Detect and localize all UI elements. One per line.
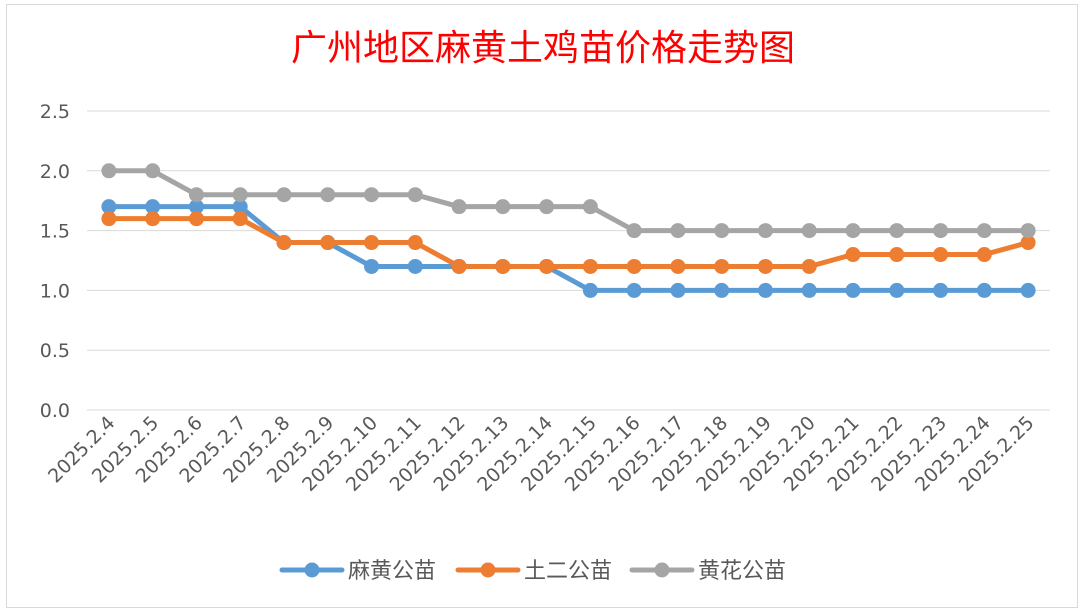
y-tick-label: 2.0 — [40, 161, 70, 183]
data-point — [539, 199, 555, 215]
data-point — [451, 199, 467, 215]
data-point — [188, 187, 204, 203]
data-point — [976, 247, 992, 263]
data-point — [889, 282, 905, 298]
data-point — [320, 187, 336, 203]
y-tick-label: 1.0 — [40, 280, 70, 302]
data-point — [101, 199, 117, 215]
data-point — [495, 199, 511, 215]
data-point — [364, 235, 380, 251]
legend-swatch-marker — [304, 562, 320, 578]
data-point — [232, 187, 248, 203]
data-point — [845, 223, 861, 239]
data-point — [582, 258, 598, 274]
legend-swatch-marker — [654, 562, 670, 578]
data-point — [757, 223, 773, 239]
data-point — [933, 247, 949, 263]
series-line — [106, 216, 1031, 269]
series-3 — [101, 163, 1036, 239]
data-point — [539, 258, 555, 274]
chart-frame — [6, 4, 1078, 608]
data-point — [757, 258, 773, 274]
series-line — [106, 168, 1031, 234]
data-point — [101, 163, 117, 179]
legend-label: 土二公苗 — [524, 559, 612, 584]
data-point — [845, 247, 861, 263]
data-point — [933, 223, 949, 239]
data-point — [145, 211, 161, 227]
legend-label: 黄花公苗 — [698, 559, 786, 584]
series-line — [106, 204, 1031, 293]
grid-lines — [87, 110, 1050, 411]
data-point — [845, 282, 861, 298]
data-point — [582, 282, 598, 298]
data-point — [670, 223, 686, 239]
data-point — [714, 223, 730, 239]
data-point — [757, 282, 773, 298]
data-point — [976, 223, 992, 239]
data-point — [714, 282, 730, 298]
data-point — [407, 235, 423, 251]
data-point — [276, 187, 292, 203]
data-point — [145, 163, 161, 179]
data-point — [626, 282, 642, 298]
legend-item: 黄花公苗 — [629, 559, 786, 584]
data-point — [407, 258, 423, 274]
data-point — [801, 223, 817, 239]
y-tick-label: 1.5 — [40, 221, 70, 243]
data-point — [889, 247, 905, 263]
data-point — [276, 235, 292, 251]
data-point — [1020, 223, 1036, 239]
x-axis-ticks: 2025.2.42025.2.52025.2.62025.2.72025.2.8… — [44, 412, 1039, 496]
y-axis-ticks: 0.0 0.5 1.0 1.5 2.0 2.5 — [40, 101, 70, 422]
y-tick-label: 0.5 — [40, 340, 70, 362]
legend-label: 麻黄公苗 — [348, 559, 436, 584]
y-tick-label: 0.0 — [40, 400, 70, 422]
data-point — [364, 258, 380, 274]
data-point — [714, 258, 730, 274]
chart-title: 广州地区麻黄土鸡苗价格走势图 — [291, 28, 795, 69]
data-point — [407, 187, 423, 203]
data-point — [451, 258, 467, 274]
series-lines — [101, 163, 1036, 298]
data-point — [320, 235, 336, 251]
data-point — [232, 211, 248, 227]
data-point — [626, 223, 642, 239]
legend-swatch-marker — [480, 562, 496, 578]
data-point — [582, 199, 598, 215]
data-point — [976, 282, 992, 298]
y-tick-label: 2.5 — [40, 101, 70, 123]
legend: 麻黄公苗 土二公苗 黄花公苗 — [279, 559, 786, 584]
data-point — [364, 187, 380, 203]
data-point — [495, 258, 511, 274]
data-point — [145, 199, 161, 215]
legend-item: 土二公苗 — [455, 559, 612, 584]
data-point — [801, 282, 817, 298]
data-point — [670, 282, 686, 298]
series-2 — [101, 211, 1036, 274]
data-point — [889, 223, 905, 239]
data-point — [1020, 235, 1036, 251]
data-point — [933, 282, 949, 298]
data-point — [670, 258, 686, 274]
data-point — [232, 199, 248, 215]
data-point — [101, 211, 117, 227]
data-point — [188, 199, 204, 215]
data-point — [1020, 282, 1036, 298]
data-point — [801, 258, 817, 274]
data-point — [626, 258, 642, 274]
data-point — [188, 211, 204, 227]
legend-item: 麻黄公苗 — [279, 559, 436, 584]
